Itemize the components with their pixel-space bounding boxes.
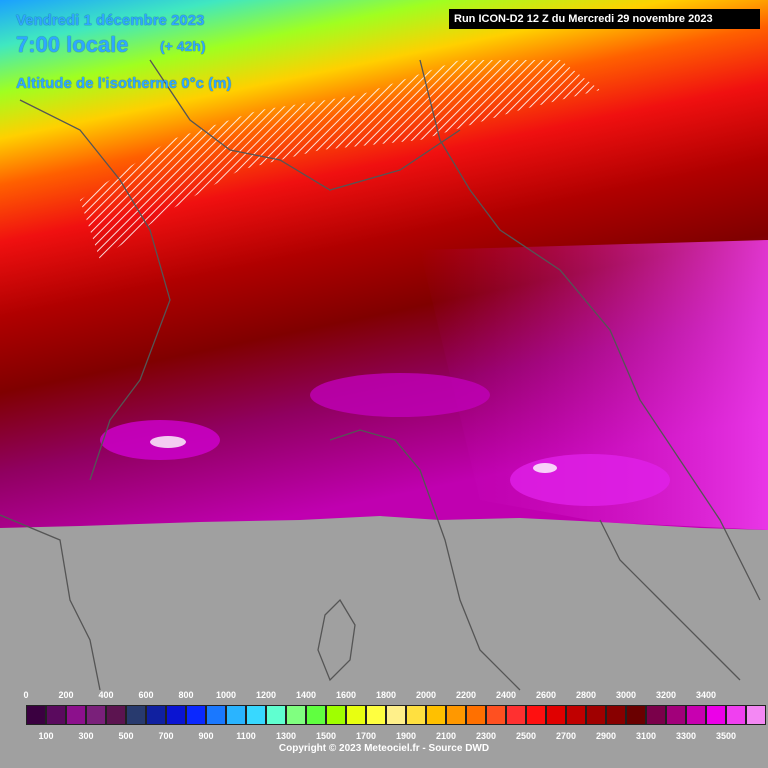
lead-time: (+ 42h) <box>160 38 206 54</box>
forecast-time: 7:00 locale <box>16 32 129 57</box>
legend-swatch <box>66 705 86 725</box>
legend-swatch <box>746 705 766 725</box>
legend-swatch <box>286 705 306 725</box>
legend-tick-label: 2400 <box>495 690 517 700</box>
legend-tick-label: 1800 <box>375 690 397 700</box>
legend-tick-label: 100 <box>38 731 54 741</box>
legend-tick-label: 3400 <box>695 690 717 700</box>
legend-tick-label: 2100 <box>435 731 457 741</box>
legend-swatch <box>426 705 446 725</box>
legend-swatch <box>186 705 206 725</box>
copyright-text: Copyright © 2023 Meteociel.fr - Source D… <box>278 743 490 754</box>
legend-swatch <box>466 705 486 725</box>
legend-color-bar <box>26 705 766 725</box>
legend-swatch <box>706 705 726 725</box>
legend-swatch <box>446 705 466 725</box>
legend-swatch <box>546 705 566 725</box>
legend-swatch <box>306 705 326 725</box>
legend-tick-label: 2900 <box>595 731 617 741</box>
legend-swatch <box>406 705 426 725</box>
legend-tick-label: 2500 <box>515 731 537 741</box>
legend-tick-label: 700 <box>158 731 174 741</box>
color-legend: 0 200 400 600 800 1000 1200 1400 1600 1800 2000 220… <box>0 680 768 768</box>
legend-tick-label: 1300 <box>275 731 297 741</box>
legend-swatch <box>686 705 706 725</box>
legend-swatch <box>566 705 586 725</box>
legend-swatch <box>646 705 666 725</box>
legend-swatch <box>366 705 386 725</box>
legend-tick-label: 300 <box>78 731 94 741</box>
legend-swatch <box>326 705 346 725</box>
legend-swatch <box>26 705 46 725</box>
legend-tick-label: 1100 <box>236 731 256 741</box>
legend-tick-label: 1400 <box>295 690 317 700</box>
legend-swatch <box>506 705 526 725</box>
legend-tick-label: 2600 <box>535 690 557 700</box>
legend-tick-label: 500 <box>118 731 134 741</box>
legend-swatch <box>346 705 366 725</box>
legend-swatch <box>246 705 266 725</box>
legend-swatch <box>386 705 406 725</box>
legend-swatch <box>166 705 186 725</box>
legend-tick-label: 3100 <box>635 731 657 741</box>
legend-swatch <box>726 705 746 725</box>
run-info: Run ICON-D2 12 Z du Mercredi 29 novembre… <box>449 9 760 29</box>
legend-tick-label: 3300 <box>675 731 697 741</box>
legend-tick-label: 1600 <box>335 690 357 700</box>
legend-swatch <box>666 705 686 725</box>
legend-tick-label: 1000 <box>215 690 237 700</box>
legend-tick-label: 2000 <box>415 690 437 700</box>
legend-swatch <box>586 705 606 725</box>
legend-swatch <box>526 705 546 725</box>
legend-swatch <box>86 705 106 725</box>
legend-tick-label: 3200 <box>655 690 677 700</box>
legend-swatch <box>486 705 506 725</box>
legend-tick-label: 1200 <box>255 690 277 700</box>
legend-tick-label: 800 <box>178 690 194 700</box>
legend-swatch <box>46 705 66 725</box>
legend-swatch <box>266 705 286 725</box>
legend-swatch <box>226 705 246 725</box>
legend-swatch <box>606 705 626 725</box>
legend-swatch <box>206 705 226 725</box>
legend-tick-label: 2800 <box>575 690 597 700</box>
legend-tick-label: 1500 <box>315 731 337 741</box>
legend-tick-label: 2300 <box>475 731 497 741</box>
legend-tick-label: 1700 <box>355 731 377 741</box>
legend-swatch <box>626 705 646 725</box>
legend-swatch <box>126 705 146 725</box>
legend-tick-label: 3500 <box>715 731 737 741</box>
legend-tick-label: 600 <box>138 690 154 700</box>
legend-tick-label: 3000 <box>615 690 637 700</box>
legend-tick-label: 2700 <box>555 731 577 741</box>
legend-tick-label: 400 <box>98 690 114 700</box>
legend-swatch <box>146 705 166 725</box>
legend-tick-label: 1900 <box>395 731 417 741</box>
legend-tick-label: 0 <box>23 690 29 700</box>
legend-swatch <box>106 705 126 725</box>
legend-tick-label: 2200 <box>455 690 477 700</box>
legend-tick-label: 200 <box>58 690 74 700</box>
forecast-date: Vendredi 1 décembre 2023 <box>16 12 205 29</box>
parameter-title: Altitude de l'isotherme 0°c (m) <box>16 75 232 92</box>
legend-tick-label: 900 <box>198 731 214 741</box>
